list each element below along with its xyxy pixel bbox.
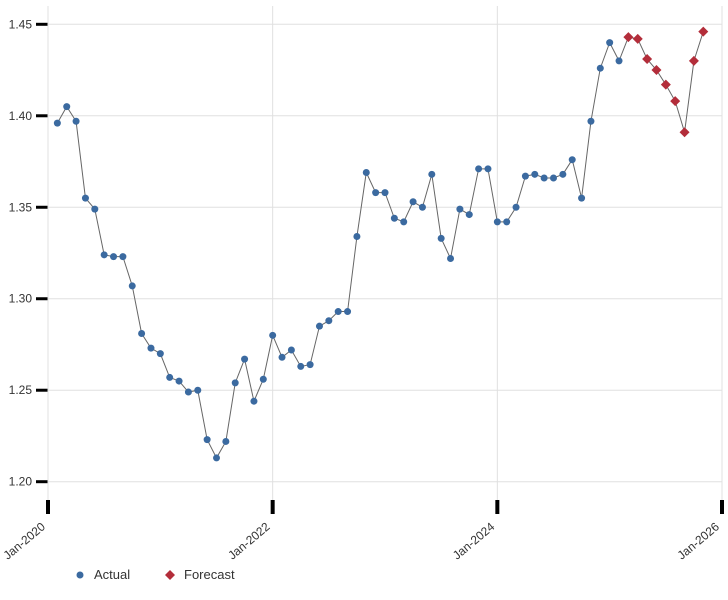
point-actual: [400, 218, 407, 225]
legend-label-forecast: Forecast: [184, 567, 235, 582]
point-actual: [578, 195, 585, 202]
y-tick-label: 1.30: [9, 292, 33, 306]
point-actual: [194, 387, 201, 394]
point-actual: [82, 195, 89, 202]
point-actual: [513, 204, 520, 211]
point-actual: [213, 454, 220, 461]
timeseries-chart: 1.201.251.301.351.401.45Jan-2020Jan-2022…: [0, 0, 728, 600]
point-actual: [447, 255, 454, 262]
point-actual: [494, 218, 501, 225]
point-actual: [119, 253, 126, 260]
point-actual: [307, 361, 314, 368]
chart-svg: 1.201.251.301.351.401.45Jan-2020Jan-2022…: [0, 0, 728, 600]
point-actual: [63, 103, 70, 110]
point-actual: [410, 198, 417, 205]
point-actual: [475, 165, 482, 172]
point-actual: [297, 363, 304, 370]
point-actual: [606, 39, 613, 46]
point-actual: [344, 308, 351, 315]
point-actual: [241, 356, 248, 363]
y-tick-label: 1.40: [9, 109, 33, 123]
point-actual: [316, 323, 323, 330]
point-actual: [260, 376, 267, 383]
point-actual: [73, 118, 80, 125]
point-actual: [353, 233, 360, 240]
legend-label-actual: Actual: [94, 567, 130, 582]
point-actual: [391, 215, 398, 222]
point-actual: [531, 171, 538, 178]
y-tick-label: 1.45: [9, 17, 33, 31]
point-actual: [232, 379, 239, 386]
point-actual: [54, 120, 61, 127]
point-actual: [166, 374, 173, 381]
point-actual: [428, 171, 435, 178]
point-actual: [147, 345, 154, 352]
point-actual: [279, 354, 286, 361]
point-actual: [185, 389, 192, 396]
y-tick-label: 1.20: [9, 475, 33, 489]
point-actual: [616, 57, 623, 64]
point-actual: [325, 317, 332, 324]
point-actual: [176, 378, 183, 385]
y-tick-label: 1.25: [9, 383, 33, 397]
point-actual: [222, 438, 229, 445]
point-actual: [522, 173, 529, 180]
y-tick-label: 1.35: [9, 200, 33, 214]
point-actual: [363, 169, 370, 176]
point-actual: [541, 174, 548, 181]
point-actual: [372, 189, 379, 196]
point-actual: [466, 211, 473, 218]
point-actual: [204, 436, 211, 443]
point-actual: [587, 118, 594, 125]
point-actual: [110, 253, 117, 260]
point-actual: [157, 350, 164, 357]
point-actual: [559, 171, 566, 178]
point-actual: [382, 189, 389, 196]
point-actual: [419, 204, 426, 211]
point-actual: [269, 332, 276, 339]
point-actual: [129, 282, 136, 289]
point-actual: [484, 165, 491, 172]
point-actual: [101, 251, 108, 258]
point-actual: [569, 156, 576, 163]
point-actual: [138, 330, 145, 337]
legend-marker-actual: [77, 572, 84, 579]
point-actual: [550, 174, 557, 181]
point-actual: [503, 218, 510, 225]
point-actual: [438, 235, 445, 242]
point-actual: [335, 308, 342, 315]
point-actual: [456, 206, 463, 213]
point-actual: [91, 206, 98, 213]
point-actual: [597, 65, 604, 72]
point-actual: [288, 346, 295, 353]
point-actual: [250, 398, 257, 405]
